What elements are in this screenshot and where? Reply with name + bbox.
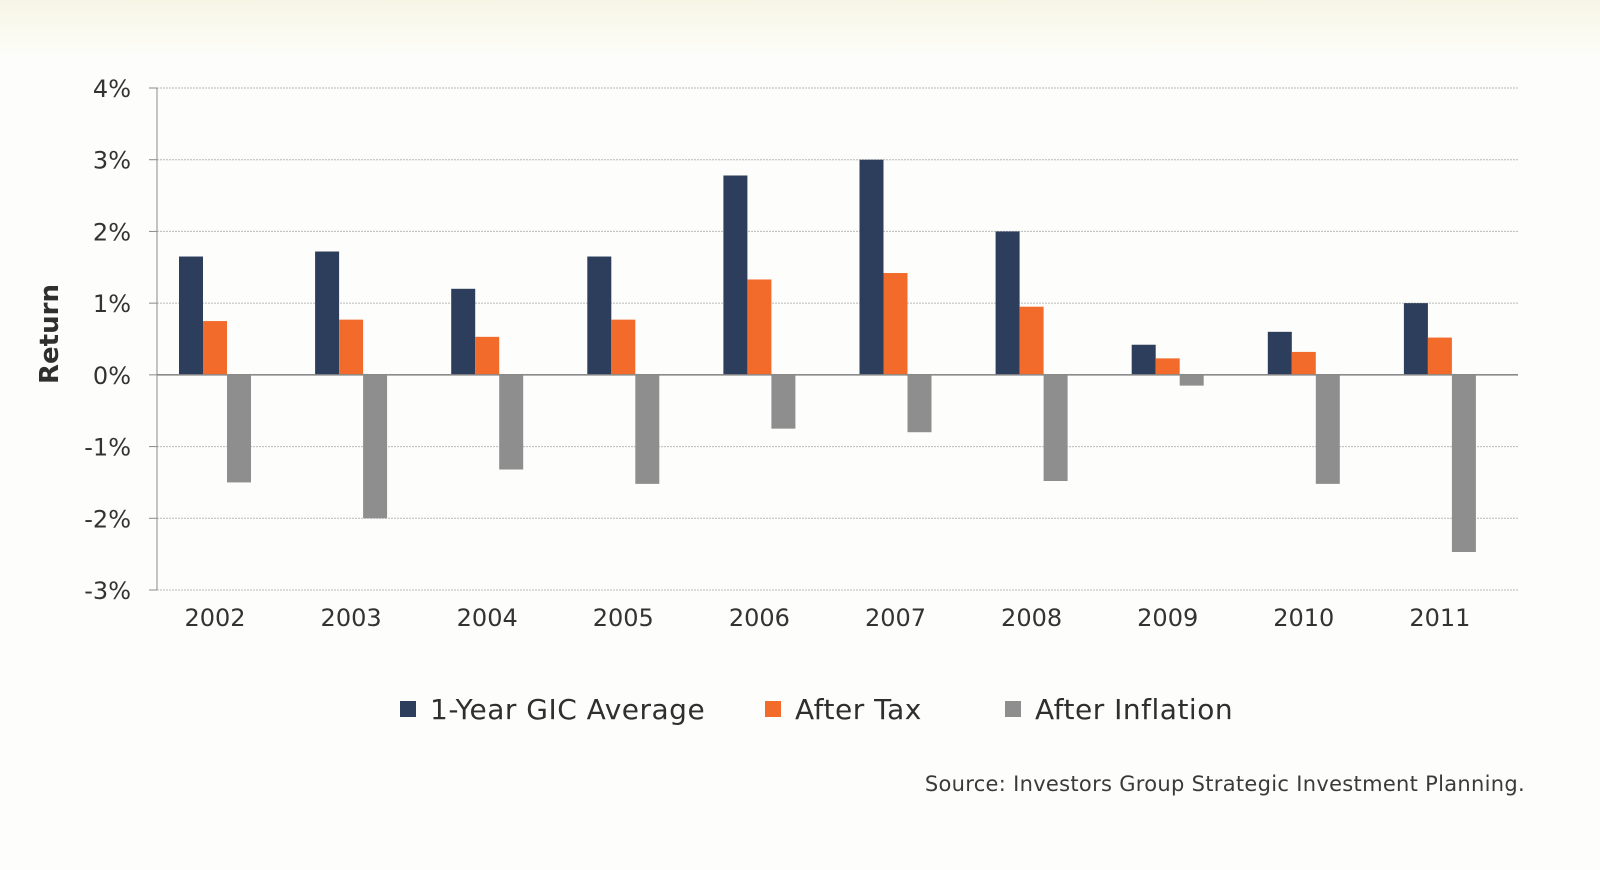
bar-2009-after-inflation [1179, 374, 1204, 386]
bar-2002-1-year-gic-average [179, 256, 203, 375]
x-tick-label: 2004 [457, 604, 518, 632]
y-tick-label: 1% [93, 290, 131, 318]
bar-2004-1-year-gic-average [451, 288, 476, 375]
source-note: Source: Investors Group Strategic Invest… [924, 772, 1525, 796]
bar-2010-after-inflation [1315, 374, 1340, 484]
legend-item-gic: 1-Year GIC Average [400, 690, 705, 730]
x-tick-label: 2002 [184, 604, 245, 632]
bar-2002-after-inflation [227, 374, 251, 483]
legend-item-after-tax: After Tax [765, 690, 922, 730]
bar-2011-after-tax [1427, 337, 1452, 375]
x-tick-label: 2010 [1273, 604, 1334, 632]
x-tick-label: 2003 [321, 604, 382, 632]
y-tick-label: 0% [93, 362, 131, 390]
bar-2005-after-inflation [635, 374, 660, 484]
legend-label-gic: 1-Year GIC Average [430, 693, 706, 726]
y-tick-label: 3% [93, 147, 131, 175]
y-axis-title: Return [35, 284, 65, 384]
y-tick-label: -3% [84, 577, 131, 605]
x-tick-label: 2007 [865, 604, 926, 632]
legend-item-after-inflation: After Inflation [1005, 690, 1233, 730]
x-tick-label: 2009 [1137, 604, 1198, 632]
bar-2004-after-inflation [499, 374, 524, 470]
bar-2007-after-inflation [907, 374, 932, 433]
bar-2006-1-year-gic-average [723, 175, 748, 375]
y-tick-label: -1% [84, 434, 131, 462]
bar-2011-1-year-gic-average [1403, 303, 1428, 375]
bar-2010-1-year-gic-average [1267, 331, 1292, 375]
legend-swatch-after-tax [765, 701, 781, 717]
bar-2008-after-inflation [1043, 374, 1068, 481]
bar-2008-after-tax [1019, 306, 1044, 375]
bar-2002-after-tax [203, 321, 227, 375]
bar-2004-after-tax [475, 336, 500, 375]
bar-2005-after-tax [611, 319, 636, 375]
bar-2009-after-tax [1155, 358, 1180, 375]
bar-2011-after-inflation [1451, 374, 1476, 552]
x-tick-label: 2005 [593, 604, 654, 632]
y-tick-label: 2% [93, 218, 131, 246]
x-tick-label: 2006 [729, 604, 790, 632]
bar-2006-after-tax [747, 279, 772, 375]
x-tick-label: 2008 [1001, 604, 1062, 632]
legend: 1-Year GIC Average After Tax After Infla… [400, 690, 1260, 730]
y-tick-label: -2% [84, 505, 131, 533]
bar-2003-1-year-gic-average [315, 251, 340, 375]
bar-2010-after-tax [1291, 351, 1316, 375]
bar-2005-1-year-gic-average [587, 256, 612, 375]
legend-swatch-gic [400, 701, 416, 717]
bar-2009-1-year-gic-average [1131, 344, 1156, 375]
y-tick-label: 4% [93, 75, 131, 103]
legend-swatch-after-inflation [1005, 701, 1021, 717]
bar-2006-after-inflation [771, 374, 796, 429]
bar-2008-1-year-gic-average [995, 231, 1020, 375]
bar-2003-after-tax [339, 319, 364, 375]
legend-label-after-inflation: After Inflation [1035, 693, 1234, 726]
bar-chart: 4% 3% 2% 1% 0% -1% -2% -3% Return 2002 2003 2004 200… [35, 75, 1518, 632]
x-tick-label: 2011 [1409, 604, 1470, 632]
legend-label-after-tax: After Tax [795, 693, 922, 726]
bar-2003-after-inflation [363, 374, 388, 519]
bar-2007-after-tax [883, 273, 908, 375]
bar-2007-1-year-gic-average [859, 159, 884, 375]
